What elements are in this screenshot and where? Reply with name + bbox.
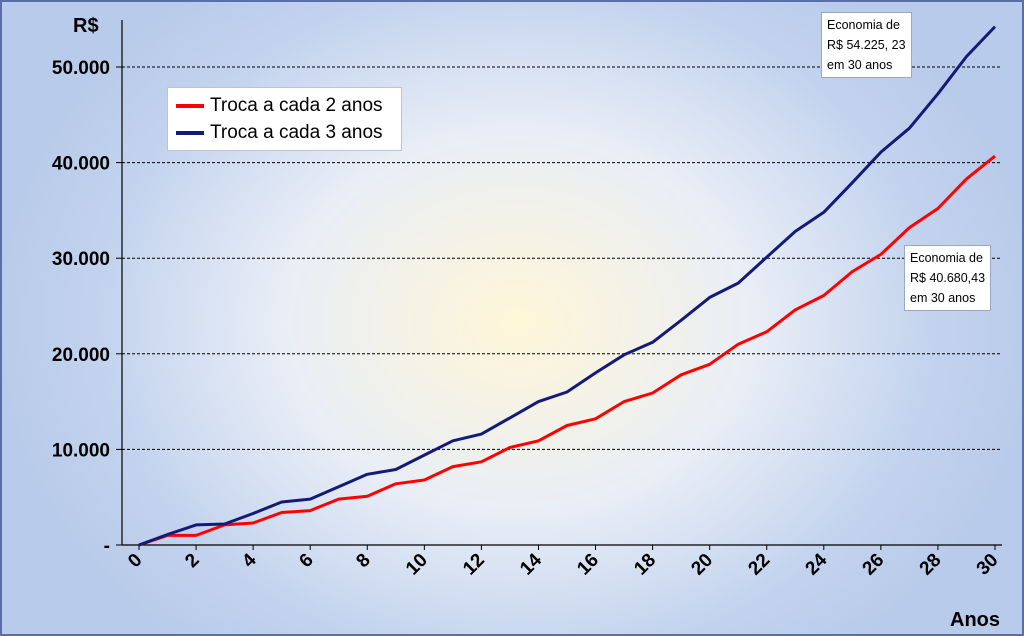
series-lines [138,25,997,547]
legend: Troca a cada 2 anos Troca a cada 3 anos [167,87,402,151]
annotation-series-2: Economia de R$ 54.225, 23 em 30 anos [821,12,912,78]
gridlines [122,66,1002,450]
x-tick-label: 12 [459,550,489,580]
annotation-line: em 30 anos [910,291,976,305]
x-tick-label: 8 [352,550,374,572]
legend-swatch-navy [176,131,204,135]
x-tick-label: 6 [295,550,317,572]
x-tick-label: 10 [402,550,432,580]
x-tick-label: 20 [687,550,717,580]
y-tick-label: 40.000 [52,154,110,175]
legend-swatch-red [176,104,204,108]
annotation-line: Economia de [827,18,900,32]
x-tick-label: 30 [973,550,1003,580]
annotation-line: em 30 anos [827,58,893,72]
axes [116,20,1002,550]
x-tick-label: 28 [916,550,946,580]
x-tick-label: 24 [802,549,832,579]
annotation-line: R$ 40.680,43 [910,271,986,285]
annotation-series-1: Economia de R$ 40.680,43 em 30 anos [904,245,992,311]
x-tick-label: 18 [630,550,660,580]
x-tick-label: 0 [124,550,146,572]
series-line-2 [138,25,997,547]
legend-label: Troca a cada 2 anos [210,95,383,116]
x-tick-label: 16 [573,550,603,580]
annotation-line: R$ 54.225, 23 [827,38,906,52]
legend-item-series-2: Troca a cada 3 anos [176,121,383,145]
legend-label: Troca a cada 3 anos [210,122,383,143]
annotation-line: Economia de [910,251,983,265]
y-tick-label: 30.000 [52,249,110,270]
y-tick-label: 50.000 [52,58,110,79]
x-tick-label: 14 [516,549,546,579]
y-tick-label: - [104,536,110,557]
y-tick-label: 20.000 [52,345,110,366]
x-tick-label: 4 [238,549,261,572]
x-tick-label: 26 [859,550,889,580]
y-tick-label: 10.000 [52,440,110,461]
series-line-1 [138,154,996,547]
x-tick-label: 22 [744,550,774,580]
x-tick-label: 2 [181,550,203,572]
y-axis-title: R$ [73,15,99,37]
legend-item-series-1: Troca a cada 2 anos [176,94,383,118]
x-axis-title: Anos [950,609,1000,631]
